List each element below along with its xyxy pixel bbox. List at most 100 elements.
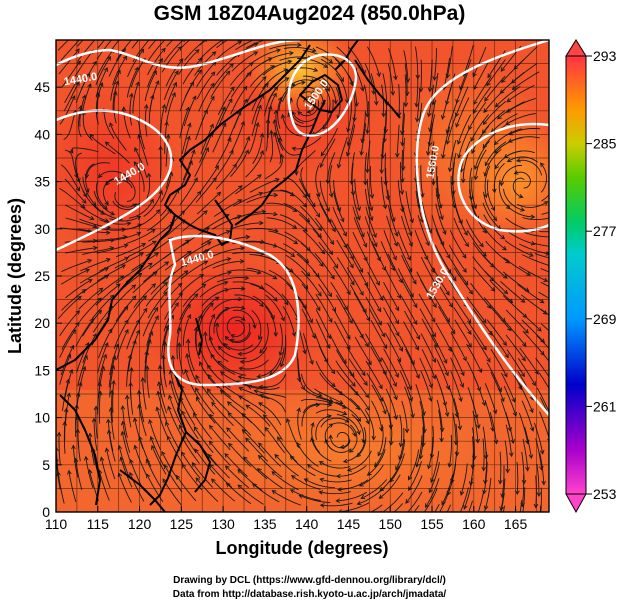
streamline: [397, 242, 413, 272]
streamline-arrow: [158, 58, 163, 63]
streamline: [500, 372, 516, 403]
streamline-arrow: [530, 240, 536, 246]
streamline: [302, 333, 314, 365]
streamline-arrow: [330, 369, 336, 375]
streamline-arrow: [408, 242, 413, 247]
streamline-arrow: [150, 25, 154, 29]
streamline: [457, 114, 472, 145]
streamline-arrow: [112, 90, 118, 96]
streamline: [120, 457, 133, 488]
streamline-arrow: [374, 101, 379, 106]
streamline-arrow: [541, 480, 546, 486]
streamline-arrow: [483, 108, 488, 114]
streamline: [430, 451, 440, 483]
streamline: [64, 178, 87, 204]
streamline: [356, 427, 367, 457]
streamline-arrow: [301, 80, 306, 85]
streamline-arrow: [224, 453, 229, 458]
streamline-arrow: [209, 413, 214, 419]
streamline-arrow: [361, 371, 366, 377]
streamline-arrow: [149, 94, 155, 100]
streamline-arrow: [525, 466, 530, 472]
streamline: [258, 442, 282, 467]
streamline-arrow: [245, 404, 251, 409]
streamline: [473, 334, 491, 363]
streamline: [398, 427, 405, 460]
streamline: [59, 227, 92, 233]
streamline: [60, 345, 74, 376]
streamline-arrow: [475, 424, 481, 430]
streamline: [76, 40, 84, 47]
streamline-arrow: [338, 391, 344, 396]
streamline: [195, 375, 215, 403]
streamline: [383, 281, 399, 311]
streamline: [539, 505, 542, 512]
streamline-arrow: [259, 393, 264, 399]
streamline: [212, 260, 244, 269]
streamline-arrow: [432, 281, 437, 287]
streamline: [64, 369, 73, 401]
streamline-arrow: [405, 499, 410, 504]
streamline: [320, 502, 353, 507]
streamline-arrow: [273, 211, 278, 217]
streamline-arrow: [204, 227, 210, 232]
streamline: [234, 294, 264, 307]
streamline-arrow: [83, 354, 88, 360]
streamline: [64, 240, 97, 243]
streamline-arrow: [65, 378, 71, 384]
streamline: [346, 243, 363, 273]
streamline-arrow: [98, 287, 104, 293]
streamline: [163, 70, 179, 101]
streamline-arrow: [253, 389, 259, 394]
streamline: [315, 396, 347, 409]
streamline-arrow: [382, 138, 387, 143]
streamline: [364, 256, 380, 286]
streamline: [455, 97, 470, 128]
streamline-arrow: [214, 164, 219, 170]
streamline-arrow: [102, 353, 108, 359]
streamline-arrow: [237, 484, 243, 490]
streamline-arrow: [149, 198, 154, 204]
streamline: [105, 141, 130, 164]
streamline-arrow: [132, 417, 138, 423]
streamline: [213, 199, 242, 217]
streamline: [148, 249, 175, 270]
streamline: [180, 385, 196, 415]
streamline-arrow: [504, 353, 509, 359]
streamline: [282, 81, 306, 103]
streamline: [230, 86, 248, 115]
streamline-arrow: [486, 304, 492, 309]
streamline-arrow: [481, 401, 487, 407]
streamline-arrow: [257, 335, 263, 341]
streamline-arrow: [500, 397, 505, 403]
streamline: [315, 309, 331, 339]
streamline-arrow: [209, 123, 214, 129]
streamline-arrow: [128, 381, 133, 387]
streamline-arrow: [497, 520, 501, 524]
streamline-arrow: [552, 396, 555, 400]
streamline-arrow: [540, 162, 545, 168]
streamline: [146, 366, 150, 399]
streamline-arrow: [368, 206, 374, 212]
streamline: [389, 453, 405, 483]
streamline-arrow: [561, 341, 565, 345]
streamline: [523, 231, 549, 238]
streamline-arrow: [100, 365, 106, 371]
streamline-arrow: [483, 454, 489, 460]
streamline-arrow: [394, 231, 399, 237]
streamline-arrow: [319, 162, 324, 168]
streamline: [211, 215, 242, 230]
streamline-arrow: [171, 92, 176, 97]
streamline-arrow: [503, 372, 508, 378]
streamline-arrow: [425, 241, 430, 247]
streamline-arrow: [392, 382, 397, 388]
streamline-arrow: [164, 121, 169, 126]
streamline: [534, 253, 549, 259]
streamline: [285, 254, 311, 277]
streamline: [482, 426, 487, 459]
streamline-arrow: [89, 318, 94, 324]
streamline-arrow: [273, 296, 278, 302]
streamline-arrow: [84, 174, 90, 179]
streamline-arrow: [67, 353, 72, 359]
